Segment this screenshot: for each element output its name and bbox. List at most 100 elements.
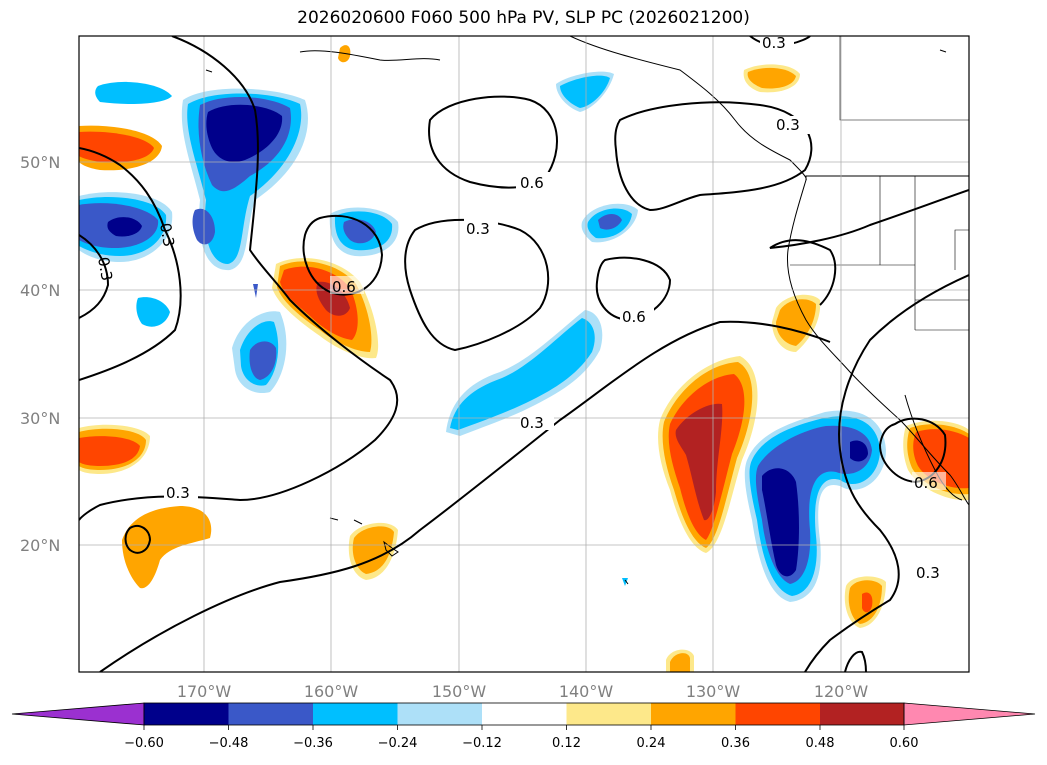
coast-aleutian <box>299 50 441 61</box>
pv-neg-140w-core <box>598 214 622 230</box>
contour-label: 0.3 <box>762 34 786 52</box>
pv-neg-124w-core <box>762 468 799 577</box>
colorbar-extend-low <box>11 702 145 726</box>
contour-label: 0.3 <box>156 222 178 249</box>
lon-labels: 170°W 160°W 150°W 140°W 130°W 120°W <box>177 682 869 701</box>
contour-label-bg <box>520 412 554 430</box>
lon-label-160w: 160°W <box>304 682 359 701</box>
colorbar-bin <box>228 703 313 725</box>
contour-label-bg <box>516 172 550 190</box>
contour-label: 0.3 <box>166 484 190 502</box>
colorbar-label: −0.24 <box>378 736 418 751</box>
contour-0-3-baja <box>804 274 969 672</box>
contour-label: 0.6 <box>332 278 356 296</box>
contour-label: 0.3 <box>94 256 116 283</box>
colorbar-label: 0.24 <box>637 736 666 751</box>
contour-0-3-long <box>99 320 831 672</box>
contour-label: 0.6 <box>520 174 544 192</box>
pv-neg-small-a <box>136 297 170 327</box>
pv-neg-filament-inner <box>450 318 595 430</box>
colorbar-label: 0.36 <box>721 736 750 751</box>
colorbar-label: −0.12 <box>462 736 502 751</box>
contour-0-3-east-north <box>614 101 813 212</box>
colorbar: −0.60 −0.48 −0.36 −0.24 −0.12 0.12 0.24 … <box>11 702 1036 751</box>
contour-label: 0.3 <box>466 220 490 238</box>
contour-label-bg <box>330 276 364 294</box>
pv-neg-leftedge-core <box>107 217 142 237</box>
contour-0-3-west-loop <box>79 147 182 381</box>
pv-pos-bottomleft <box>122 506 212 589</box>
colorbar-bin <box>566 703 651 725</box>
island-hawaii <box>383 540 399 557</box>
contour-label: 0.3 <box>776 116 800 134</box>
coast-north-america <box>569 36 969 182</box>
coastlines <box>205 36 969 585</box>
contour-label: 0.6 <box>914 474 938 492</box>
colorbar-bin <box>735 703 820 725</box>
contour-0-3-west-edge <box>79 234 110 319</box>
contour-small-loop <box>124 524 152 554</box>
map-title: 2026020600 F060 500 hPa PV, SLP PC (2026… <box>297 8 750 28</box>
colorbar-extend-high <box>903 702 1036 726</box>
colorbar-label: −0.36 <box>293 736 333 751</box>
lon-label-170w: 170°W <box>177 682 232 701</box>
lat-label-50n: 50°N <box>20 153 60 172</box>
lon-label-130w: 130°W <box>686 682 741 701</box>
pv-pos-bottomedge-inner <box>670 653 690 672</box>
colorbar-bin <box>144 703 229 725</box>
map-panel: 0.6 0.3 0.6 0.6 0.3 0.3 0.3 0.3 0.3 0.6 … <box>79 34 969 672</box>
lat-label-20n: 20°N <box>20 536 60 555</box>
pv-fields <box>79 45 969 672</box>
pv-pos-leftedge-core <box>79 131 154 163</box>
lon-label-140w: 140°W <box>559 682 614 701</box>
colorbar-label: 0.12 <box>552 736 581 751</box>
contour-labels: 0.6 0.3 0.6 0.6 0.3 0.3 0.3 0.3 0.3 0.6 … <box>94 34 948 582</box>
pv-neg-topcenter-inner <box>560 75 610 108</box>
colorbar-label: −0.60 <box>124 736 164 751</box>
colorbar-bin <box>482 703 567 725</box>
contour-label-bg <box>914 562 948 580</box>
lat-label-40n: 40°N <box>20 281 60 300</box>
coast-us-west <box>786 179 969 506</box>
contour-label: 0.6 <box>622 308 646 326</box>
colorbar-bin <box>397 703 482 725</box>
contour-label-bg <box>776 116 810 134</box>
contour-bottom-right <box>844 650 867 672</box>
pv-neg-topleft <box>95 81 172 104</box>
lon-label-120w: 120°W <box>814 682 869 701</box>
lat-labels: 50°N 40°N 30°N 20°N <box>20 153 60 555</box>
coast-baja <box>904 394 963 501</box>
lat-label-30n: 30°N <box>20 409 60 428</box>
pv-neg-small-b-core <box>249 341 277 380</box>
pv-pos-topright-inner <box>747 67 796 89</box>
contour-0-3-uscoast <box>769 189 969 306</box>
colorbar-bin <box>313 703 398 725</box>
pv-pos-122w-core <box>862 592 873 613</box>
pv-pos-left28n-core <box>79 436 140 466</box>
contour-label-bg <box>912 472 946 490</box>
colorbar-label: 0.60 <box>890 736 919 751</box>
pv-pos-130w-core <box>675 403 723 521</box>
pv-neg-dot <box>253 284 258 298</box>
contour-label-bg <box>164 484 198 502</box>
pv-pos-155w-inner <box>352 526 394 574</box>
colorbar-bin <box>651 703 736 725</box>
contour-label: 0.3 <box>916 564 940 582</box>
pv-neg-tinydot <box>622 578 628 586</box>
pv-neg-124w-core2 <box>850 440 868 462</box>
contour-label: 0.3 <box>520 414 544 432</box>
contour-0-3-center <box>404 218 550 352</box>
colorbar-frame <box>143 702 905 726</box>
pv-neg-northwest-core2 <box>206 104 283 162</box>
colorbar-label: −0.48 <box>209 736 249 751</box>
contour-label-bg <box>464 218 498 236</box>
colorbar-label: 0.48 <box>806 736 835 751</box>
islands-small <box>205 49 947 585</box>
contour-label-bg <box>620 306 654 324</box>
map-frame <box>78 35 970 673</box>
contour-label-bg <box>760 36 794 50</box>
colorbar-ticks <box>143 725 905 730</box>
lon-label-150w: 150°W <box>432 682 487 701</box>
colorbar-bin <box>820 703 905 725</box>
